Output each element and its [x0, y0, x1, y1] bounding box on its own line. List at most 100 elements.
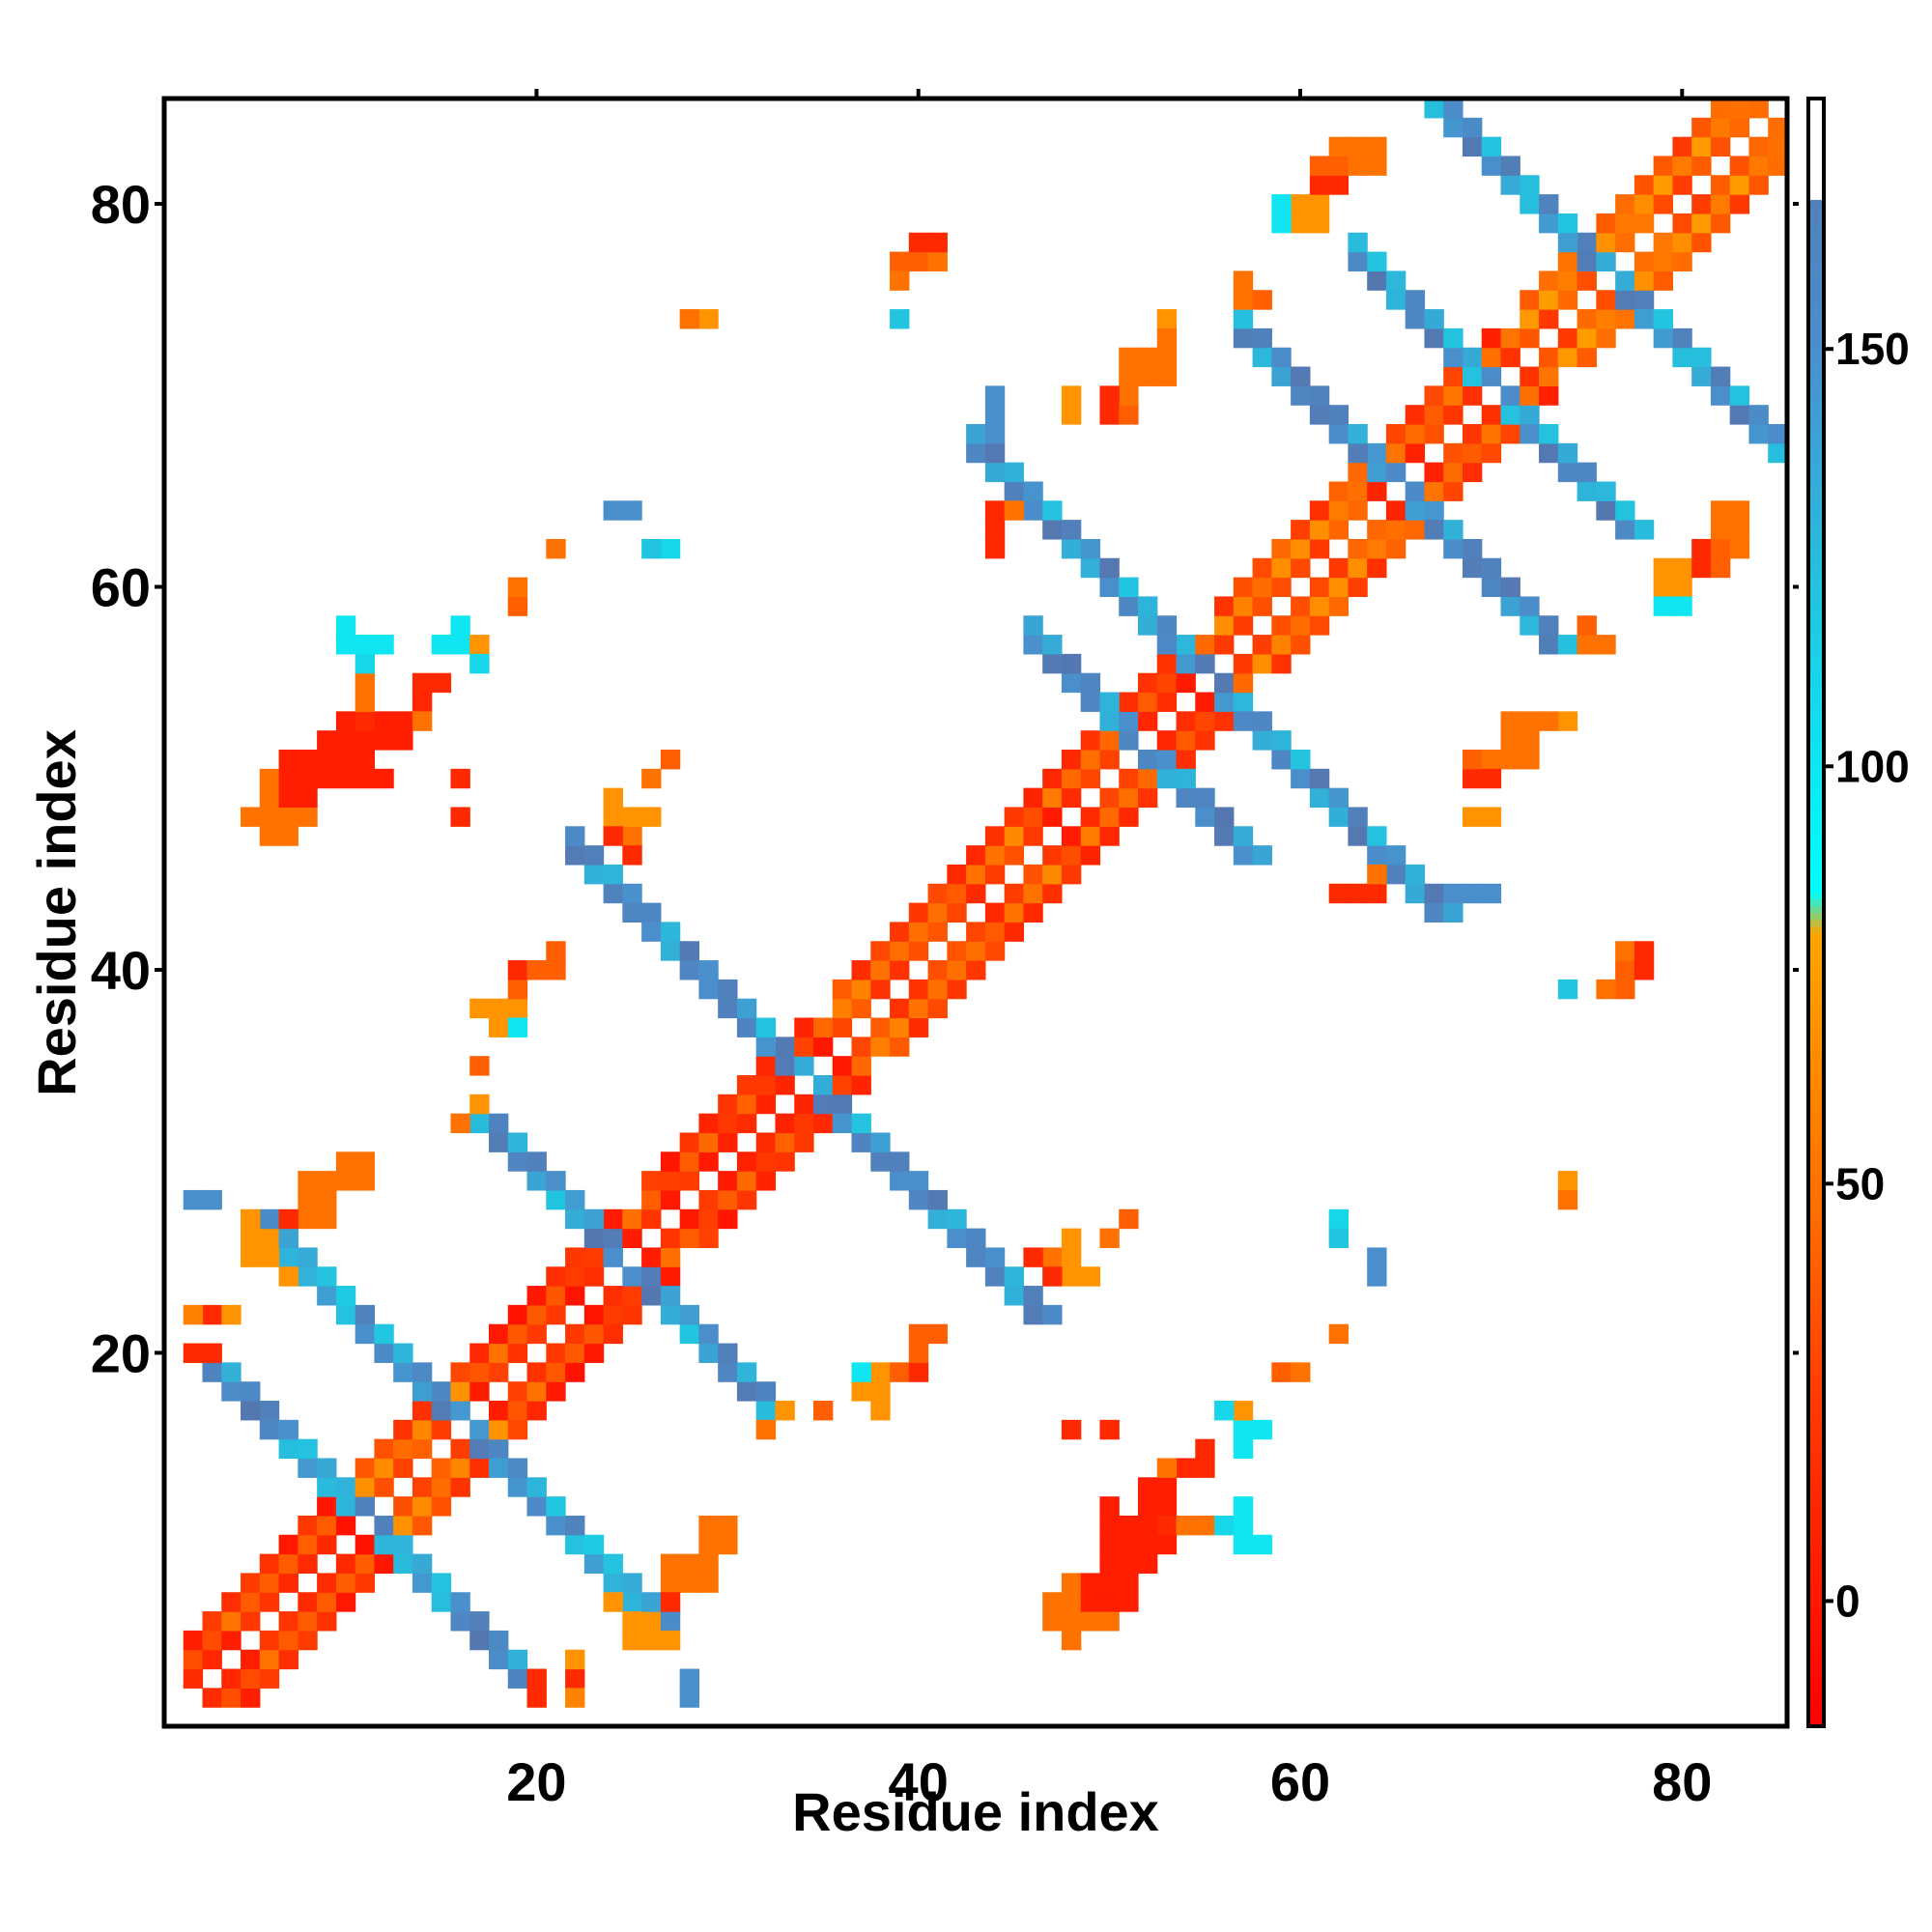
- heatmap-cell: [489, 1401, 509, 1421]
- heatmap-cell: [1061, 1266, 1082, 1287]
- heatmap-cell: [1042, 1304, 1063, 1325]
- colorbar-segment: [1808, 865, 1824, 873]
- x-tick-label: 60: [1270, 1751, 1330, 1812]
- heatmap-cell: [317, 768, 337, 789]
- heatmap-cell: [1252, 577, 1272, 598]
- colorbar-segment: [1808, 308, 1824, 317]
- heatmap-cell: [984, 1266, 1006, 1287]
- heatmap-cell: [546, 1362, 566, 1382]
- heatmap-cell: [1176, 711, 1196, 731]
- heatmap-cell: [718, 1132, 738, 1152]
- heatmap-cell: [469, 1113, 490, 1134]
- heatmap-cell: [202, 1189, 222, 1210]
- heatmap-cell: [641, 1266, 662, 1287]
- heatmap-cell: [1520, 175, 1540, 195]
- heatmap-cell: [679, 1668, 700, 1689]
- heatmap-cell: [1233, 327, 1254, 349]
- colorbar-segment: [1808, 1428, 1824, 1435]
- heatmap-cell: [469, 1630, 490, 1651]
- x-tick-label: 80: [1652, 1751, 1712, 1812]
- heatmap-cell: [660, 1266, 681, 1287]
- heatmap-cell: [1119, 1553, 1139, 1575]
- heatmap-cell: [431, 635, 452, 655]
- heatmap-cell: [241, 1247, 261, 1267]
- heatmap-cell: [1481, 768, 1502, 789]
- heatmap-cell: [1710, 99, 1731, 119]
- heatmap-cell: [298, 1458, 318, 1478]
- heatmap-cell: [1271, 1362, 1292, 1382]
- heatmap-cell: [1176, 787, 1196, 809]
- heatmap-cell: [1367, 883, 1387, 904]
- heatmap-cell: [1385, 442, 1406, 464]
- heatmap-cell: [1577, 615, 1597, 636]
- heatmap-cell: [927, 1323, 948, 1345]
- heatmap-cell: [1748, 175, 1769, 195]
- heatmap-cell: [526, 1401, 547, 1421]
- heatmap-cell: [641, 1189, 662, 1210]
- heatmap-cell: [1061, 750, 1082, 770]
- colorbar-segment: [1808, 1285, 1824, 1293]
- heatmap-cell: [718, 1113, 738, 1134]
- heatmap-cell: [546, 1496, 566, 1517]
- heatmap-cell: [1138, 711, 1158, 731]
- heatmap-cell: [984, 538, 1006, 559]
- heatmap-cell: [736, 1171, 757, 1191]
- heatmap-cell: [1138, 1553, 1158, 1575]
- heatmap-cell: [966, 442, 986, 464]
- heatmap-cell: [1539, 270, 1559, 291]
- heatmap-cell: [1214, 1401, 1235, 1421]
- heatmap-cell: [1328, 557, 1350, 579]
- heatmap-cell: [966, 960, 986, 980]
- heatmap-cell: [1539, 194, 1559, 214]
- heatmap-cell: [450, 1438, 470, 1460]
- heatmap-cell: [583, 845, 605, 866]
- heatmap-cell: [1424, 327, 1444, 349]
- heatmap-cell: [1061, 1419, 1082, 1440]
- colorbar-segment: [1808, 959, 1824, 968]
- heatmap-cell: [1138, 347, 1158, 368]
- heatmap-cell: [1615, 309, 1635, 329]
- heatmap-cell: [1080, 1611, 1101, 1632]
- heatmap-cell: [335, 750, 356, 770]
- heatmap-cell: [1367, 826, 1387, 846]
- heatmap-cell: [278, 826, 298, 846]
- heatmap-cell: [1023, 1286, 1043, 1306]
- heatmap-cell: [966, 941, 986, 961]
- heatmap-cell: [1138, 1534, 1158, 1555]
- colorbar-segment: [1808, 1129, 1824, 1137]
- heatmap-cell: [507, 1343, 528, 1363]
- heatmap-cell: [1328, 520, 1350, 540]
- colorbar-segment: [1808, 844, 1824, 853]
- heatmap-cell: [966, 864, 986, 885]
- heatmap-cell: [565, 1362, 585, 1382]
- colorbar-segment: [1808, 838, 1824, 846]
- heatmap-cell: [1233, 577, 1254, 598]
- heatmap-cell: [489, 1630, 509, 1651]
- heatmap-cell: [1328, 136, 1350, 157]
- heatmap-cell: [1214, 807, 1235, 827]
- colorbar-segment: [1808, 1386, 1824, 1395]
- heatmap-cell: [718, 1362, 738, 1382]
- heatmap-cell: [1768, 117, 1788, 138]
- heatmap-cell: [1405, 481, 1426, 501]
- heatmap-cell: [335, 1171, 356, 1191]
- heatmap-cell: [565, 826, 585, 846]
- heatmap-cell: [507, 1649, 528, 1670]
- heatmap-cell: [1463, 750, 1483, 770]
- colorbar-segment: [1808, 1462, 1824, 1470]
- heatmap-cell: [1233, 672, 1254, 694]
- heatmap-cell: [718, 1189, 738, 1210]
- heatmap-cell: [1768, 156, 1788, 176]
- heatmap-cell: [1653, 557, 1674, 579]
- heatmap-cell: [1520, 385, 1540, 406]
- heatmap-cell: [698, 1323, 719, 1345]
- heatmap-cell: [1348, 156, 1368, 176]
- heatmap-cell: [1138, 692, 1158, 712]
- heatmap-cell: [221, 1688, 242, 1708]
- heatmap-cell: [1634, 941, 1655, 961]
- heatmap-cell: [1291, 768, 1311, 789]
- colorbar-segment: [1808, 200, 1824, 209]
- colorbar-segment: [1808, 1305, 1824, 1314]
- heatmap-cell: [890, 1362, 910, 1382]
- heatmap-cell: [622, 1266, 642, 1287]
